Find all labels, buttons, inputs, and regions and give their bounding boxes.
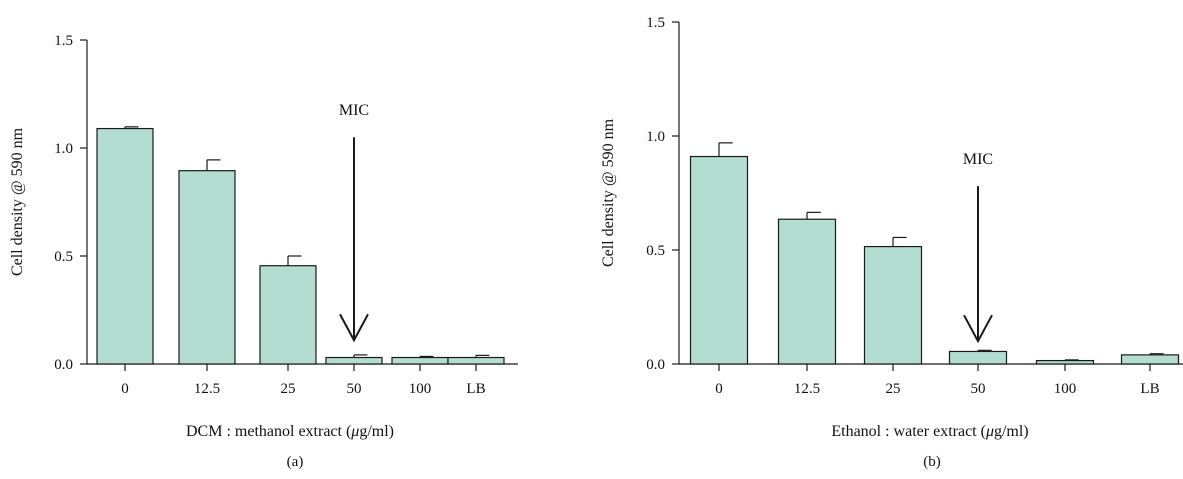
y-tick-label: 1.0 — [54, 141, 73, 157]
bar-25 — [863, 245, 923, 365]
x-axis-title-mu: μ — [985, 423, 994, 440]
y-tick-label: 1.5 — [646, 15, 665, 31]
x-tick-label: 0 — [121, 381, 129, 397]
y-axis-title: Cell density @ 590 nm — [9, 127, 26, 276]
y-tick-label: 0.5 — [646, 243, 665, 259]
y-tick-label: 0.5 — [54, 249, 73, 265]
x-axis-title: DCM : methanol extract (μg/ml) — [186, 423, 394, 440]
panel-label: (a) — [287, 454, 304, 470]
mic-annotation-label: MIC — [339, 102, 369, 119]
mic-annotation-label: MIC — [963, 151, 993, 168]
bar-50 — [325, 356, 383, 365]
bar-LB — [1120, 354, 1180, 365]
x-axis-title-mu: μ — [350, 423, 359, 440]
bar-0 — [96, 127, 154, 365]
y-tick-label: 1.0 — [646, 129, 665, 145]
panel-label: (b) — [923, 454, 941, 470]
x-axis-title-suffix: g/ml) — [359, 423, 394, 440]
mic-arrow-head — [339, 313, 369, 343]
mic-arrow-head — [963, 314, 993, 344]
x-tick-label: 50 — [347, 381, 362, 397]
bar-12.5 — [777, 218, 837, 365]
x-axis-title-suffix: g/ml) — [994, 423, 1029, 440]
bar-12.5 — [178, 170, 236, 365]
bar-LB — [447, 356, 505, 365]
bar-50 — [948, 350, 1008, 365]
x-tick-label: 25 — [281, 381, 296, 397]
x-tick-label: 100 — [409, 381, 432, 397]
x-tick-label: 12.5 — [194, 381, 220, 397]
x-axis-title: Ethanol : water extract (μg/ml) — [831, 423, 1028, 440]
y-tick-label: 0.0 — [54, 357, 73, 373]
x-tick-label: 0 — [715, 381, 723, 397]
y-axis-title: Cell density @ 590 nm — [600, 118, 617, 267]
x-tick-label: 50 — [971, 381, 986, 397]
bar-100 — [391, 356, 449, 365]
bar-25 — [259, 265, 317, 365]
y-tick-label: 1.5 — [54, 33, 73, 49]
x-tick-label: LB — [466, 381, 485, 397]
bar-100 — [1035, 359, 1095, 365]
chart-panel-b: 0.0 0.5 1.0 1.5 0 12.5 25 50 100 LB Cell density @… — [600, 15, 1183, 470]
x-axis-title-prefix: DCM : methanol extract ( — [186, 423, 351, 440]
chart-panel-a: 0.0 0.5 1.0 1.5 0 12.5 25 50 100 LB Cell density @… — [9, 33, 518, 470]
x-tick-label: 12.5 — [794, 381, 820, 397]
x-axis-title-prefix: Ethanol : water extract ( — [831, 423, 986, 440]
x-tick-label: 25 — [886, 381, 901, 397]
bar-0 — [689, 155, 749, 365]
x-tick-label: LB — [1140, 381, 1159, 397]
x-tick-label: 100 — [1054, 381, 1077, 397]
y-tick-label: 0.0 — [646, 357, 665, 373]
